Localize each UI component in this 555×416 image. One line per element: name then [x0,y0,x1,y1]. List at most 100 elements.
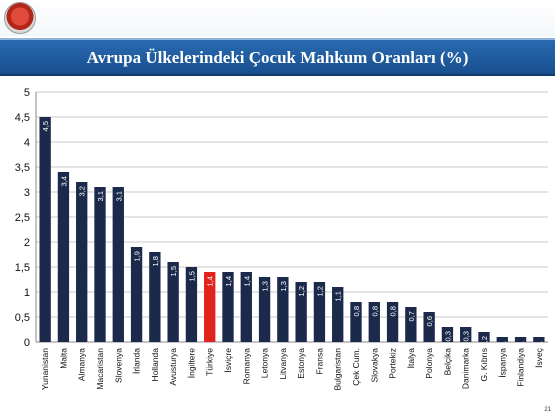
data-label: 0,2 [480,336,489,346]
category-label: Romanya [241,348,251,385]
bar [313,282,326,342]
data-label: 0,6 [425,316,434,326]
data-label: 1,2 [297,286,306,296]
data-label: 1,5 [169,266,178,276]
data-label: 0,1 [517,341,526,351]
emblem-logo [4,2,36,34]
category-label: Portekiz [388,348,398,379]
bar [386,302,399,342]
bar [57,172,70,342]
data-label: 1,8 [151,256,160,266]
category-label: Yunanistan [40,348,50,390]
bar [496,337,508,342]
bar [350,302,362,342]
chart-title: Avrupa Ülkelerindeki Çocuk Mahkum Oranla… [86,48,469,67]
data-label: 1,4 [224,276,233,286]
data-label: 0,8 [370,306,379,316]
y-tick-label: 1,5 [15,262,30,274]
data-label: 3,1 [114,191,123,201]
category-label: İngiltere [186,348,196,379]
category-label: Avusturya [168,348,178,386]
bar [332,287,344,342]
data-label: 4,5 [41,121,50,131]
data-label: 0,1 [498,341,507,351]
category-label: Litvanya [278,348,288,380]
category-label: Türkiye [205,348,215,376]
bar [149,252,161,342]
category-label: Malta [58,348,68,369]
data-label: 3,2 [78,186,87,196]
category-label: Bulgaristan [333,348,343,391]
bar [441,327,454,342]
y-tick-label: 0 [24,337,30,349]
bar [423,312,435,342]
category-label: Estonya [296,348,306,379]
category-label: Almanya [77,348,87,381]
category-label: Polonya [424,348,434,379]
data-label: 0,3 [462,331,471,341]
y-tick-label: 5 [24,87,30,99]
data-label: 0,1 [535,341,544,351]
y-tick-label: 4 [24,137,30,149]
y-tick-label: 0,5 [15,312,30,324]
y-tick-label: 4,5 [15,112,30,124]
bar [112,187,124,342]
bar [94,187,106,342]
bar [533,337,545,342]
data-label: 0,3 [443,331,452,341]
data-label: 1,3 [261,281,270,291]
page-number: 21 [544,407,551,413]
category-label: Danimarka [461,348,471,389]
category-label: Çek Cum. [351,348,361,386]
data-label: 1,5 [187,271,196,281]
bar [258,277,271,342]
category-label: Macaristan [95,348,105,390]
data-label: 1,4 [242,276,251,286]
top-strip [0,0,555,36]
title-bar: Avrupa Ülkelerindeki Çocuk Mahkum Oranla… [0,38,555,76]
category-label: G. Kıbrıs [479,348,489,382]
data-label: 0,7 [407,311,416,321]
y-tick-label: 1 [24,287,30,299]
bar [185,267,198,342]
bar [368,302,380,342]
category-label: Hollanda [150,348,160,382]
bar [460,327,472,342]
data-label: 0,8 [389,306,398,316]
category-label: Slovenya [113,348,123,383]
y-tick-label: 3 [24,187,30,199]
category-label: İrlanda [132,348,142,374]
bar [240,272,252,342]
bar [204,272,216,342]
bar [39,117,51,342]
bar [405,307,417,342]
data-label: 1,2 [315,286,324,296]
data-label: 1,1 [334,291,343,301]
bar [76,182,88,342]
category-label: İspanya [497,348,507,378]
category-label: İsviçre [223,348,233,373]
category-label: İsveç [534,347,544,368]
bar [514,337,527,342]
y-tick-label: 2,5 [15,212,30,224]
data-label: 3,1 [96,191,105,201]
bar [277,277,289,342]
category-label: Finlandiya [516,348,526,387]
bar [478,332,490,342]
data-label: 1,4 [206,276,215,286]
category-label: Belçika [442,348,452,376]
y-tick-label: 2 [24,237,30,249]
category-label: İtalya [406,348,416,369]
bar [167,262,179,342]
bar [130,247,143,342]
y-tick-label: 3,5 [15,162,30,174]
category-label: Letonya [260,348,270,379]
data-label: 3,4 [59,176,68,186]
data-label: 0,8 [352,306,361,316]
data-label: 1,9 [133,251,142,261]
data-label: 1,3 [279,281,288,291]
bar [222,272,234,342]
category-label: Fransa [314,348,324,375]
bar [295,282,307,342]
